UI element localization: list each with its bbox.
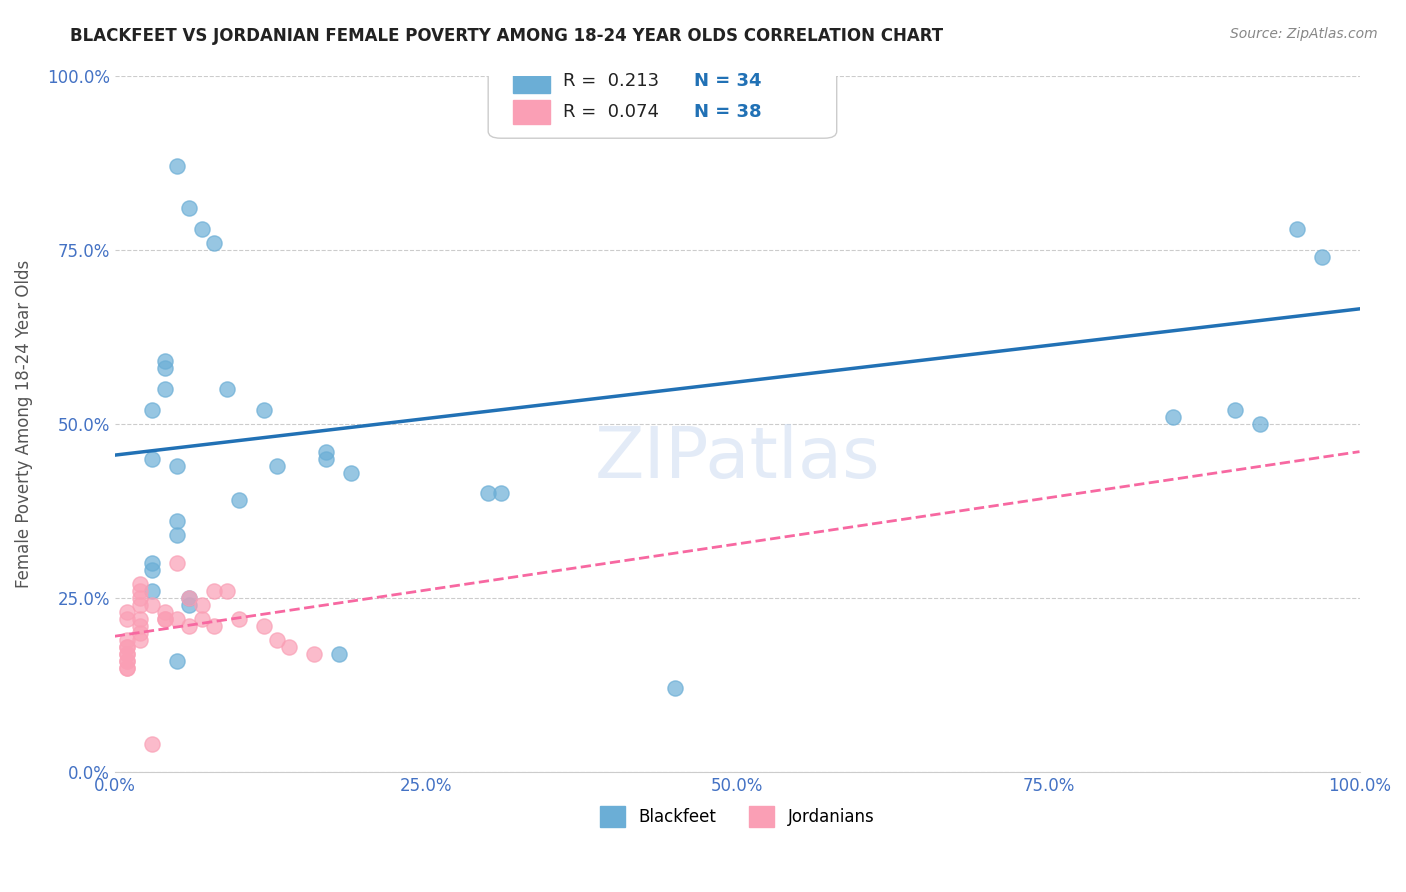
Point [128, 598, 150, 612]
Point [153, 605, 176, 619]
Point [179, 598, 201, 612]
Point [253, 402, 276, 417]
Point [1310, 250, 1333, 264]
Text: R =  0.074: R = 0.074 [562, 103, 659, 121]
Point [115, 605, 138, 619]
Point [191, 598, 214, 612]
Point [166, 458, 188, 473]
Point [166, 514, 188, 528]
Text: N = 34: N = 34 [693, 72, 761, 90]
Point [141, 451, 163, 466]
Point [115, 647, 138, 661]
Point [115, 612, 138, 626]
Point [202, 619, 225, 633]
Point [141, 584, 163, 599]
Text: N = 38: N = 38 [693, 103, 761, 121]
Point [302, 647, 325, 661]
Point [115, 640, 138, 654]
FancyBboxPatch shape [488, 54, 837, 138]
Point [128, 632, 150, 647]
Point [202, 235, 225, 250]
Point [266, 632, 288, 647]
Point [141, 556, 163, 570]
Point [153, 612, 176, 626]
Point [215, 584, 238, 599]
Point [315, 444, 337, 458]
Point [166, 528, 188, 542]
Point [153, 354, 176, 368]
Point [115, 640, 138, 654]
Point [664, 681, 686, 696]
Text: R =  0.213: R = 0.213 [562, 72, 659, 90]
Point [128, 584, 150, 599]
Point [1161, 409, 1184, 424]
Point [115, 660, 138, 674]
Point [191, 221, 214, 235]
Point [141, 598, 163, 612]
Point [315, 451, 337, 466]
Text: BLACKFEET VS JORDANIAN FEMALE POVERTY AMONG 18-24 YEAR OLDS CORRELATION CHART: BLACKFEET VS JORDANIAN FEMALE POVERTY AM… [70, 27, 943, 45]
Point [166, 612, 188, 626]
Point [1249, 417, 1271, 431]
Point [141, 402, 163, 417]
Point [1223, 402, 1246, 417]
Text: ZIPatlas: ZIPatlas [595, 424, 880, 493]
Point [115, 654, 138, 668]
Y-axis label: Female Poverty Among 18-24 Year Olds: Female Poverty Among 18-24 Year Olds [15, 260, 32, 588]
Point [266, 458, 288, 473]
Point [128, 577, 150, 591]
Point [128, 619, 150, 633]
Point [278, 640, 301, 654]
Point [215, 382, 238, 396]
FancyBboxPatch shape [513, 69, 550, 93]
Point [340, 466, 363, 480]
Point [179, 619, 201, 633]
Point [141, 737, 163, 751]
Point [128, 591, 150, 605]
Point [253, 619, 276, 633]
Text: Source: ZipAtlas.com: Source: ZipAtlas.com [1230, 27, 1378, 41]
Point [179, 591, 201, 605]
Point [228, 493, 250, 508]
Point [141, 563, 163, 577]
Point [228, 612, 250, 626]
Point [202, 584, 225, 599]
FancyBboxPatch shape [513, 100, 550, 124]
Point [115, 660, 138, 674]
Point [115, 632, 138, 647]
Point [153, 382, 176, 396]
Point [179, 591, 201, 605]
Point [153, 612, 176, 626]
Point [166, 654, 188, 668]
Point [115, 654, 138, 668]
Point [166, 556, 188, 570]
Point [128, 625, 150, 640]
Point [166, 159, 188, 173]
Legend: Blackfeet, Jordanians: Blackfeet, Jordanians [593, 800, 882, 833]
Point [191, 612, 214, 626]
Point [179, 201, 201, 215]
Point [489, 486, 512, 500]
Point [1286, 221, 1309, 235]
Point [477, 486, 499, 500]
Point [115, 647, 138, 661]
Point [153, 361, 176, 376]
Point [328, 647, 350, 661]
Point [128, 612, 150, 626]
